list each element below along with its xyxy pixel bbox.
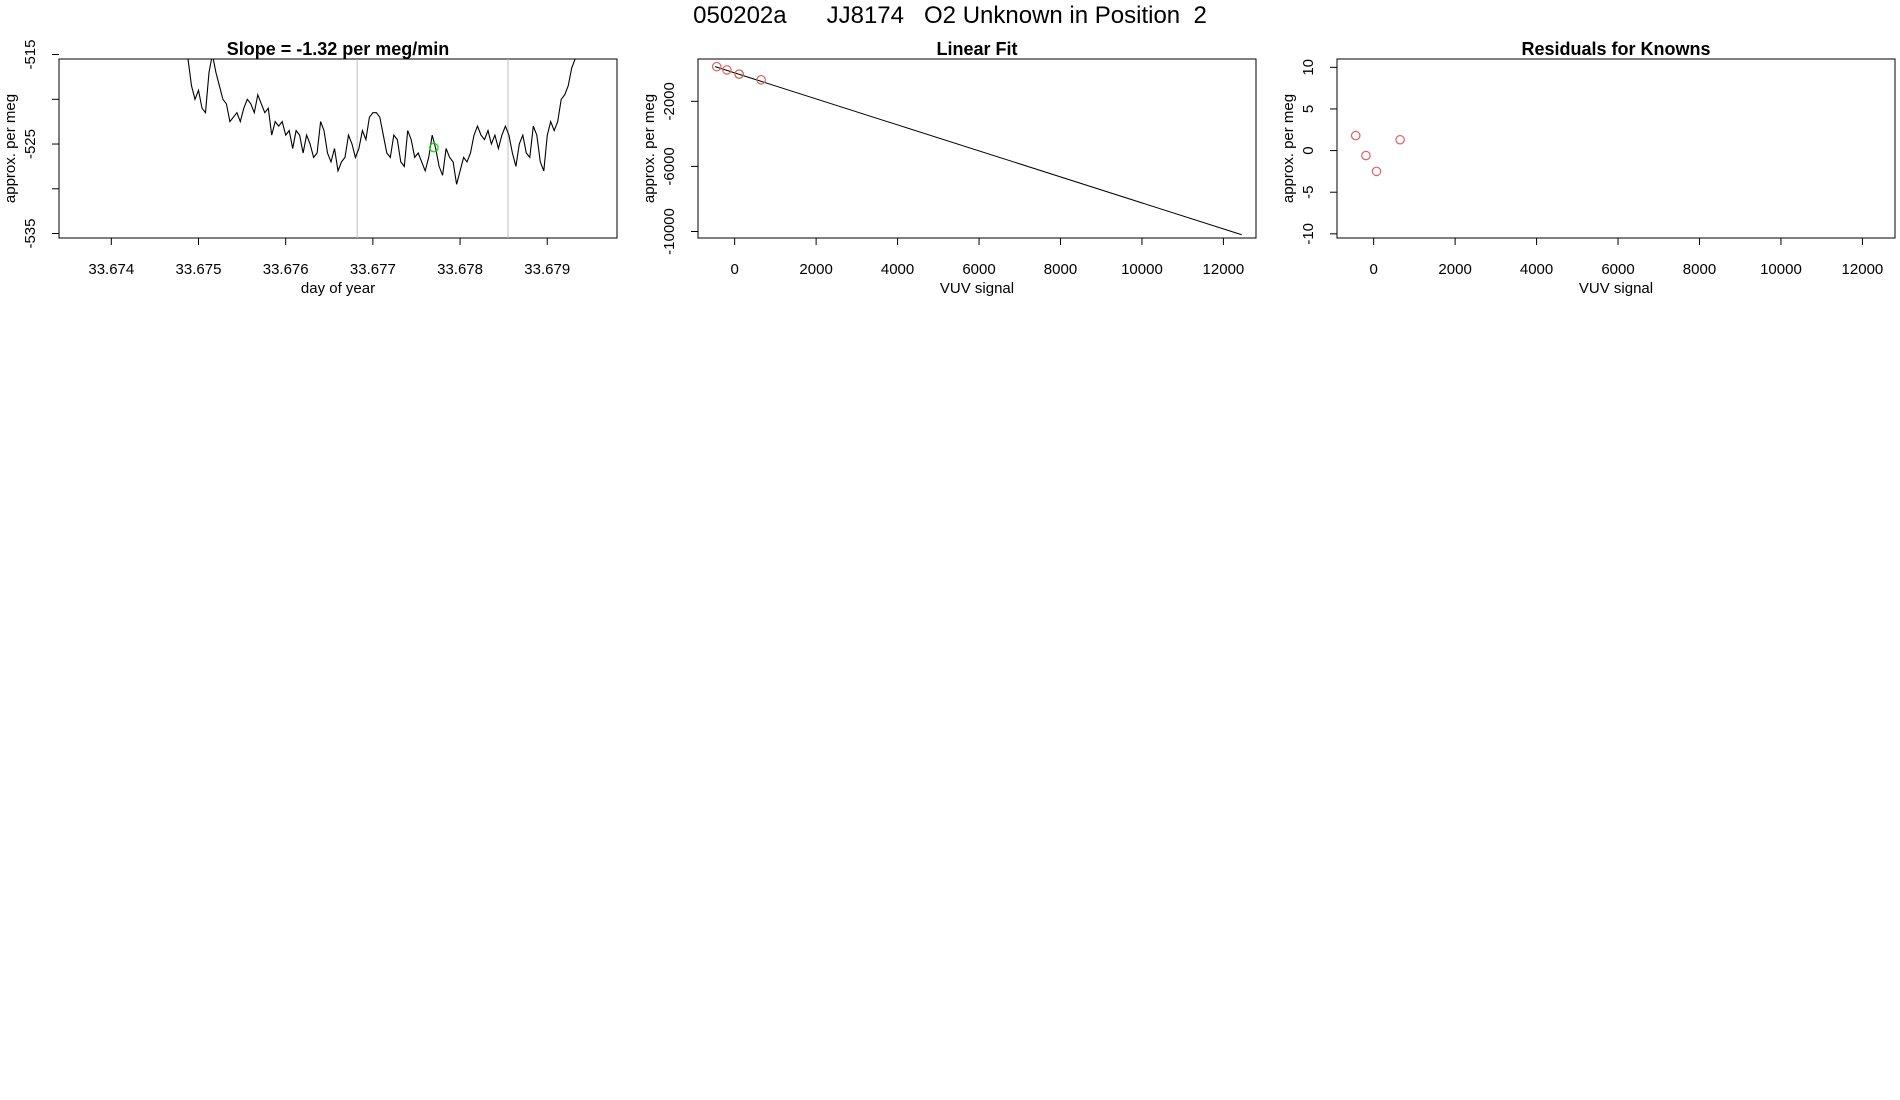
chart-title: Residuals for Knowns bbox=[1521, 39, 1710, 59]
x-tick-label: 10000 bbox=[1121, 261, 1163, 278]
x-tick-label: 12000 bbox=[1842, 261, 1884, 278]
y-tick-label: -10 bbox=[1300, 223, 1317, 245]
fit-line bbox=[714, 66, 1242, 236]
plot-data bbox=[711, 61, 1242, 236]
plot-frame bbox=[58, 58, 618, 239]
x-tick-label: 33.678 bbox=[437, 261, 483, 278]
data-point bbox=[1371, 166, 1382, 177]
x-axis-label: day of year bbox=[301, 280, 375, 297]
y-axis-label: approx. per meg bbox=[641, 94, 658, 203]
y-tick-label: -535 bbox=[22, 219, 39, 249]
x-tick-label: 2000 bbox=[799, 261, 832, 278]
data-point bbox=[1395, 134, 1405, 145]
x-tick-label: 8000 bbox=[1044, 261, 1077, 278]
y-tick-label: 10 bbox=[1300, 59, 1317, 76]
y-axis-label: approx. per meg bbox=[1280, 94, 1297, 203]
x-tick-label: 2000 bbox=[1438, 261, 1471, 278]
x-tick-label: 6000 bbox=[1601, 261, 1634, 278]
x-tick-label: 10000 bbox=[1760, 261, 1802, 278]
y-tick-label: -6000 bbox=[661, 147, 678, 185]
y-tick-label: -525 bbox=[22, 129, 39, 159]
data-point bbox=[711, 61, 722, 72]
y-tick-label: 0 bbox=[1300, 146, 1317, 154]
plot-data bbox=[187, 59, 576, 238]
y-axis-label: approx. per meg bbox=[2, 94, 19, 203]
y-tick-label: -515 bbox=[22, 40, 39, 70]
x-tick-label: 4000 bbox=[881, 261, 914, 278]
x-tick-label: 33.674 bbox=[88, 261, 134, 278]
plot-data bbox=[1350, 130, 1405, 177]
x-tick-label: 12000 bbox=[1203, 261, 1245, 278]
x-tick-label: 8000 bbox=[1683, 261, 1716, 278]
chart-title: Linear Fit bbox=[936, 39, 1017, 59]
series-line bbox=[187, 59, 576, 185]
x-tick-label: 0 bbox=[730, 261, 738, 278]
plot-frame bbox=[1336, 58, 1896, 239]
x-axis-label: VUV signal bbox=[940, 280, 1014, 297]
x-tick-label: 33.676 bbox=[263, 261, 309, 278]
data-point bbox=[429, 142, 439, 153]
data-point bbox=[722, 65, 732, 75]
chart-title: Slope = -1.32 per meg/min bbox=[227, 39, 450, 59]
x-tick-label: 33.675 bbox=[176, 261, 222, 278]
x-tick-label: 0 bbox=[1369, 261, 1377, 278]
data-point bbox=[756, 75, 766, 85]
y-tick-label: -10000 bbox=[661, 208, 678, 255]
x-tick-label: 4000 bbox=[1520, 261, 1553, 278]
data-point bbox=[734, 69, 744, 79]
data-point bbox=[1350, 130, 1361, 141]
data-point bbox=[1361, 150, 1371, 161]
x-tick-label: 6000 bbox=[962, 261, 995, 278]
chart-panel-1: Slope = -1.32 per meg/min 33.674 33.675 33.… bbox=[2, 39, 618, 297]
y-tick-label: -5 bbox=[1300, 186, 1317, 199]
page-title: 050202a JJ8174 O2 Unknown in Position 2 bbox=[693, 2, 1207, 29]
y-tick-label: 5 bbox=[1300, 105, 1317, 113]
y-tick-label: -2000 bbox=[661, 82, 678, 120]
x-tick-label: 33.679 bbox=[524, 261, 570, 278]
x-tick-label: 33.677 bbox=[350, 261, 396, 278]
plot-frame bbox=[697, 58, 1257, 239]
chart-panel-2: Linear Fit 0 2000 4000 6000 8000 10000 12000 -10… bbox=[641, 39, 1257, 297]
x-axis-label: VUV signal bbox=[1579, 280, 1653, 297]
